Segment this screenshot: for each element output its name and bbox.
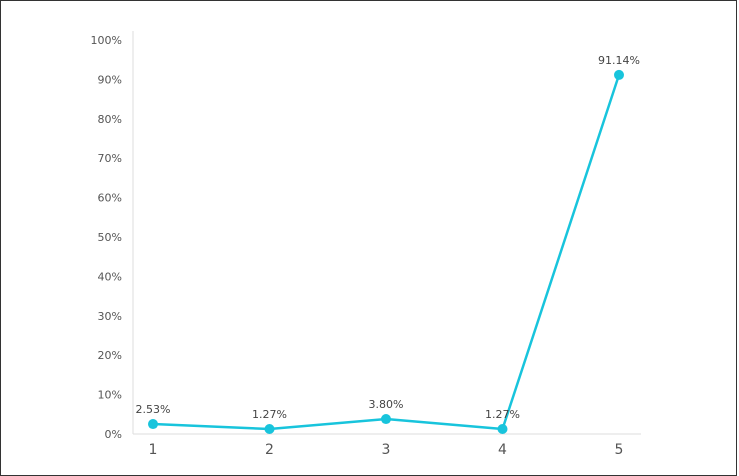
x-tick-label: 2 <box>265 442 274 458</box>
y-tick-label: 60% <box>98 192 122 205</box>
series <box>152 74 621 431</box>
data-point[interactable] <box>148 419 158 430</box>
data-label: 1.27% <box>252 408 287 421</box>
data-point[interactable] <box>381 414 391 425</box>
y-axis-ticks: 0% 10% 20% 30% 40% 50% 60% 70% 80% 90% 100% <box>91 34 122 441</box>
y-tick-label: 20% <box>98 349 122 362</box>
data-label: 1.27% <box>485 408 520 421</box>
x-tick-label: 5 <box>615 442 624 458</box>
y-tick-label: 90% <box>98 73 122 86</box>
data-point[interactable] <box>264 423 275 434</box>
data-points <box>148 69 624 434</box>
y-tick-label: 50% <box>98 231 122 244</box>
data-label: 91.14% <box>598 54 640 67</box>
y-tick-label: 80% <box>98 113 122 126</box>
y-tick-label: 0% <box>105 428 122 441</box>
axes <box>132 31 641 435</box>
data-label: 2.53% <box>136 403 171 416</box>
x-axis-ticks: 1 2 3 4 5 <box>149 442 624 458</box>
data-point[interactable] <box>614 69 624 80</box>
x-tick-label: 1 <box>149 442 158 458</box>
series-line <box>152 74 621 431</box>
data-point[interactable] <box>497 423 508 434</box>
y-tick-label: 70% <box>98 152 122 165</box>
y-tick-label: 40% <box>98 270 122 283</box>
y-tick-label: 100% <box>91 34 122 47</box>
y-tick-label: 10% <box>98 389 122 402</box>
y-tick-label: 30% <box>98 310 122 323</box>
data-labels: 2.53% 1.27% 3.80% 1.27% 91.14% <box>136 54 640 421</box>
data-label: 3.80% <box>369 398 404 411</box>
x-tick-label: 3 <box>382 442 391 458</box>
x-tick-label: 4 <box>498 442 507 458</box>
